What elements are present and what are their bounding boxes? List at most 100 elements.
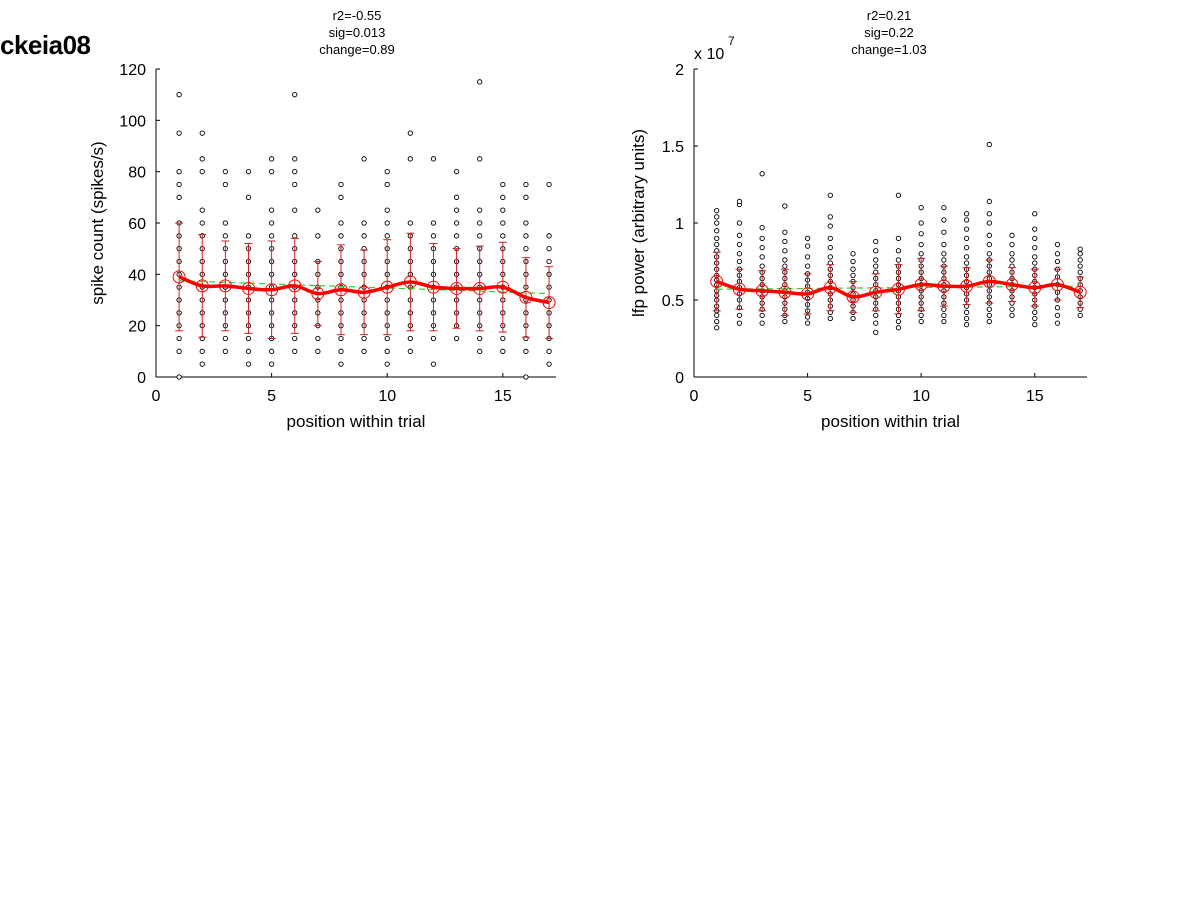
data-point: [500, 220, 506, 226]
data-point: [199, 169, 205, 175]
y-tick-label: 60: [128, 216, 146, 233]
mean-marker: [732, 282, 746, 296]
mean-marker: [982, 275, 996, 289]
data-point: [176, 169, 182, 175]
data-point: [1009, 257, 1015, 263]
mean-marker: [403, 275, 417, 289]
data-point: [714, 228, 720, 234]
data-point: [1077, 312, 1083, 319]
y-tick-label: 40: [128, 267, 146, 284]
data-point: [384, 361, 390, 367]
data-point: [941, 312, 947, 319]
data-point: [873, 329, 879, 335]
data-point: [268, 220, 275, 226]
data-point: [986, 306, 992, 312]
data-point: [1054, 258, 1061, 265]
data-point: [895, 192, 902, 198]
data-point: [199, 156, 205, 162]
data-point: [430, 361, 437, 367]
data-point: [523, 246, 529, 252]
mean-marker: [195, 279, 209, 293]
data-point: [759, 235, 765, 242]
data-point: [1032, 226, 1038, 232]
data-point: [759, 312, 765, 319]
data-point: [782, 318, 788, 325]
data-point: [736, 312, 743, 319]
data-point: [850, 272, 856, 279]
data-point: [759, 263, 765, 269]
data-point: [963, 226, 970, 232]
data-point: [759, 254, 765, 260]
data-point: [338, 348, 344, 354]
data-point: [873, 238, 879, 245]
data-point: [222, 335, 229, 342]
data-point: [873, 248, 879, 254]
data-point: [941, 251, 947, 257]
mean-marker: [172, 270, 186, 284]
data-point: [222, 220, 229, 226]
y-tick-label: 0.5: [662, 293, 684, 310]
data-point: [986, 318, 992, 325]
data-point: [315, 348, 321, 354]
data-point: [315, 207, 321, 213]
data-point: [918, 204, 924, 211]
data-point: [523, 348, 529, 354]
data-point: [918, 251, 924, 257]
data-point: [199, 361, 205, 367]
mean-marker: [710, 275, 724, 289]
data-point: [873, 257, 879, 263]
data-point: [963, 260, 970, 266]
data-point: [850, 258, 856, 265]
data-point: [199, 207, 205, 213]
data-point: [736, 198, 743, 205]
chart-stat-line: sig=0.013: [329, 25, 386, 40]
mean-marker: [473, 281, 487, 295]
data-point: [714, 208, 720, 214]
data-point: [453, 335, 460, 342]
y-tick-label: 100: [119, 113, 146, 130]
y-tick-label: 2: [675, 62, 684, 79]
data-point: [222, 169, 229, 175]
data-point: [384, 233, 390, 239]
data-point: [199, 220, 205, 226]
data-point: [430, 220, 437, 226]
data-point: [1077, 269, 1083, 275]
data-point: [963, 211, 970, 217]
data-point: [176, 130, 182, 136]
data-point: [1054, 320, 1061, 326]
data-point: [895, 325, 902, 331]
mean-marker: [519, 290, 533, 304]
data-point: [477, 207, 483, 213]
data-point: [873, 320, 879, 326]
data-point: [1054, 241, 1061, 248]
data-point: [500, 207, 506, 213]
data-point: [477, 220, 483, 226]
data-point: [176, 335, 182, 342]
data-point: [895, 257, 902, 263]
data-point: [963, 217, 970, 223]
data-point: [782, 229, 788, 235]
data-point: [941, 241, 947, 248]
data-point: [245, 335, 252, 342]
mean-marker: [426, 280, 440, 294]
data-point: [963, 244, 970, 251]
data-point: [986, 241, 992, 248]
data-point: [895, 248, 902, 254]
data-point: [338, 361, 344, 367]
mean-marker: [1050, 278, 1064, 292]
data-point: [523, 194, 529, 200]
data-point: [963, 321, 970, 328]
mean-marker: [846, 290, 860, 304]
data-point: [407, 220, 413, 226]
data-point: [176, 348, 182, 354]
data-point: [804, 263, 811, 269]
data-point: [176, 92, 182, 98]
mean-marker: [218, 279, 232, 293]
x-tick-label: 0: [690, 388, 699, 405]
data-point: [759, 320, 765, 326]
x-tick-label: 10: [378, 388, 396, 405]
data-point: [338, 233, 344, 239]
data-point: [523, 220, 529, 226]
data-point: [384, 335, 390, 342]
data-point: [1077, 251, 1083, 257]
